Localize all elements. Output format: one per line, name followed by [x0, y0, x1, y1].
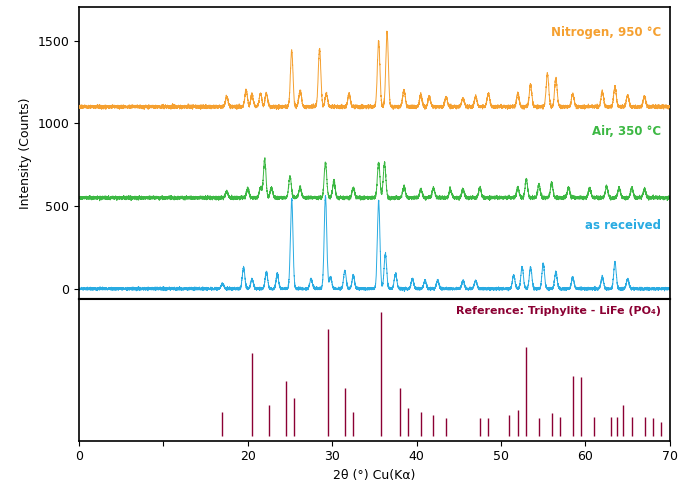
Y-axis label: Intensity (Counts): Intensity (Counts)	[19, 97, 32, 209]
Text: Reference: Triphylite - LiFe (PO₄): Reference: Triphylite - LiFe (PO₄)	[456, 306, 661, 316]
Text: as received: as received	[585, 219, 661, 232]
Text: Air, 350 °C: Air, 350 °C	[592, 125, 661, 138]
X-axis label: 2θ (°) Cu(Kα): 2θ (°) Cu(Kα)	[333, 469, 416, 482]
Text: Nitrogen, 950 °C: Nitrogen, 950 °C	[551, 26, 661, 39]
